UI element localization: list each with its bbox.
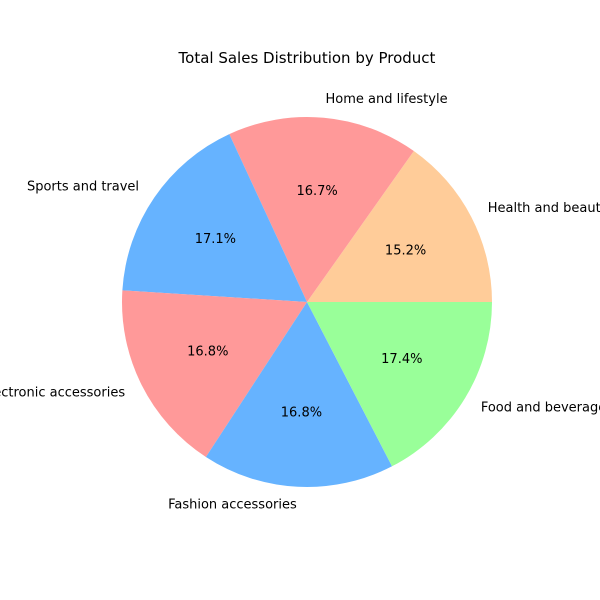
pie-slice-fashion-accessories — [205, 302, 393, 487]
pie-slices — [122, 116, 492, 487]
pct-label-electronic-accessories: 16.8% — [187, 344, 228, 359]
category-label-electronic-accessories: Electronic accessories — [0, 386, 125, 401]
category-label-health-and-beauty: Health and beauty — [488, 201, 600, 216]
chart-title: Total Sales Distribution by Product — [178, 49, 436, 67]
category-label-home-and-lifestyle: Home and lifestyle — [326, 92, 448, 107]
pie-slice-health-and-beauty — [307, 150, 492, 302]
pct-label-sports-and-travel: 17.1% — [195, 232, 236, 247]
pie-slice-electronic-accessories — [122, 290, 307, 457]
category-label-fashion-accessories: Fashion accessories — [168, 498, 297, 513]
pie-slice-sports-and-travel — [122, 134, 308, 302]
category-label-sports-and-travel: Sports and travel — [27, 180, 139, 195]
pie-slice-home-and-lifestyle — [229, 116, 414, 302]
pct-label-food-and-beverages: 17.4% — [381, 352, 422, 367]
category-label-food-and-beverages: Food and beverages — [481, 400, 600, 415]
pct-label-health-and-beauty: 15.2% — [385, 243, 426, 258]
pie-labels: 15.2% Health and beauty 16.7% Home and life… — [0, 92, 600, 513]
pie-slice-food-and-beverages — [307, 302, 492, 467]
pct-label-fashion-accessories: 16.8% — [281, 405, 322, 420]
pct-label-home-and-lifestyle: 16.7% — [296, 184, 337, 199]
